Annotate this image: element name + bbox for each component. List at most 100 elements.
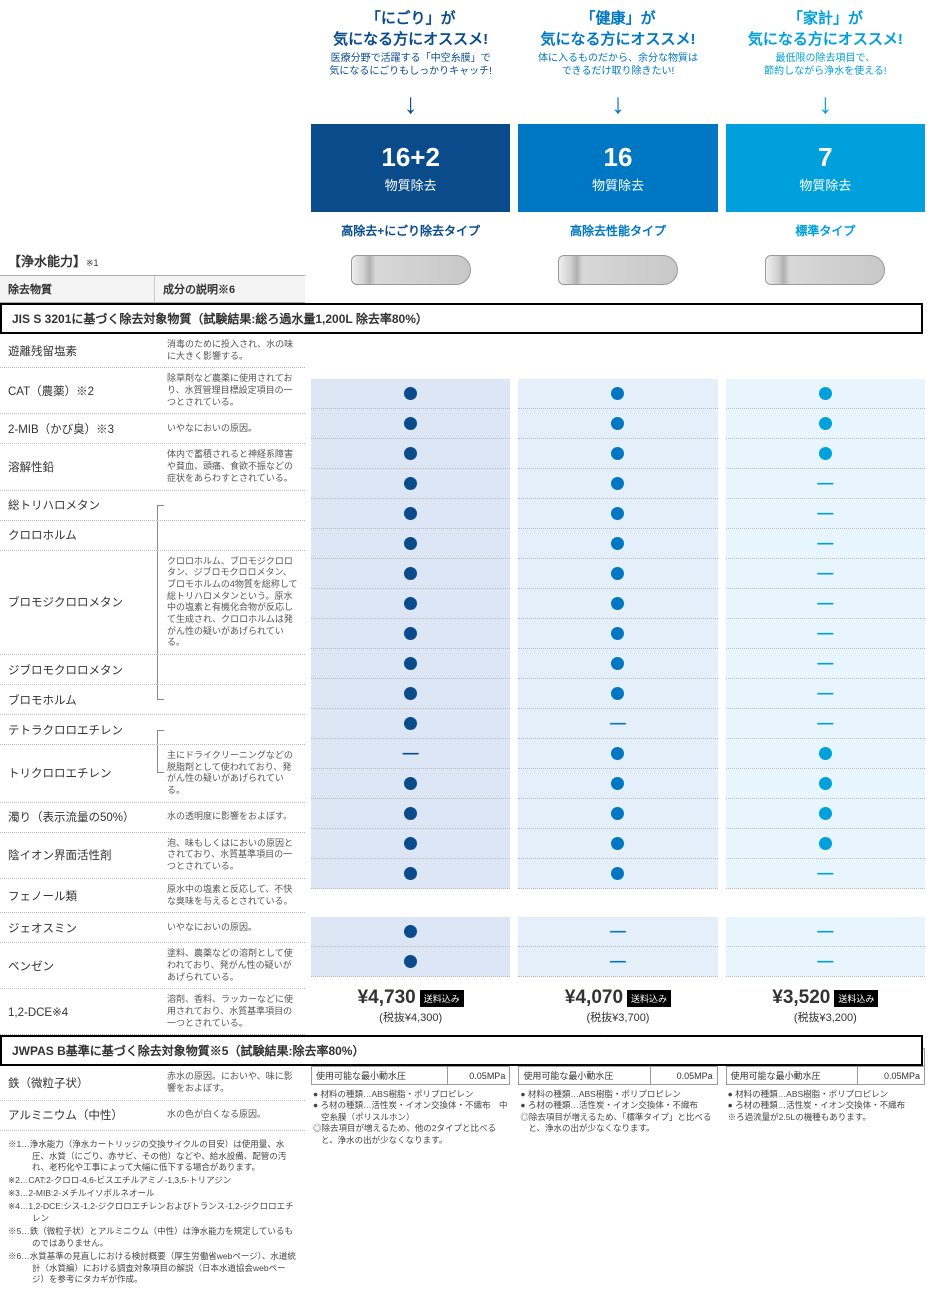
substance-count-label: 物質除去 bbox=[732, 175, 919, 194]
rec-subtitle: 体に入るものだから、余分な物質はできるだけ取り除きたい! bbox=[522, 52, 713, 78]
mark-cell bbox=[518, 769, 717, 799]
price-block: ¥4,730送料込み (税抜¥4,300) bbox=[311, 977, 510, 1031]
check-dot-icon bbox=[404, 807, 417, 820]
mark-cell: — bbox=[726, 709, 925, 739]
ability-note: ※1 bbox=[86, 258, 99, 268]
substance-row: ブロモジクロロメタン クロロホルム、ブロモジクロロタン、ジブロモクロロメタン、ブ… bbox=[0, 551, 305, 656]
substance-name: 濁り（表示流量の50%） bbox=[0, 803, 155, 832]
mark-cell bbox=[518, 859, 717, 889]
substance-description: 体内で蓄積されると神経系障害や貧血、頭痛、食欲不振などの症状をあらわすとされてい… bbox=[155, 444, 305, 489]
mark-cell bbox=[518, 469, 717, 499]
mark-cell bbox=[311, 439, 510, 469]
dash-icon: — bbox=[817, 953, 833, 971]
substance-row: 2-MIB（かび臭）※3 いやなにおいの原因。 bbox=[0, 414, 305, 444]
mark-cell bbox=[311, 917, 510, 947]
dash-icon: — bbox=[817, 505, 833, 523]
mark-cell bbox=[311, 379, 510, 409]
dash-icon: — bbox=[817, 923, 833, 941]
check-dot-icon bbox=[611, 507, 624, 520]
down-arrow-icon: ↓ bbox=[726, 84, 925, 124]
footnote-item: ※2…CAT:2-クロロ-4,6-ビスエチルアミノ-1,3,5-トリアジン bbox=[8, 1175, 297, 1187]
check-dot-icon bbox=[404, 687, 417, 700]
substance-name: CAT（農薬）※2 bbox=[0, 368, 155, 413]
col-substance: 除去物質 bbox=[0, 276, 155, 302]
mark-cell: — bbox=[311, 739, 510, 769]
ability-title: 【浄水能力】 bbox=[8, 254, 86, 275]
rec-subtitle: 最低限の除去項目で、節約しながら浄水を使える! bbox=[730, 52, 921, 78]
check-dot-icon bbox=[404, 477, 417, 490]
filter-image bbox=[311, 245, 510, 295]
substance-name: テトラクロロエチレン bbox=[0, 715, 155, 744]
check-dot-icon bbox=[611, 447, 624, 460]
substance-row: トリクロロエチレン 主にドライクリーニングなどの脱脂剤として使われており、発がん… bbox=[0, 745, 305, 803]
dash-icon: — bbox=[817, 565, 833, 583]
mark-cell bbox=[311, 769, 510, 799]
dash-icon: — bbox=[817, 595, 833, 613]
mark-cell bbox=[518, 529, 717, 559]
mark-cell bbox=[518, 379, 717, 409]
footnote-item: ※1…浄水能力（浄水カートリッジの交換サイクルの目安）は使用量、水圧、水質（にご… bbox=[8, 1139, 297, 1175]
check-dot-icon bbox=[611, 567, 624, 580]
check-dot-icon bbox=[404, 507, 417, 520]
mark-cell bbox=[311, 409, 510, 439]
mark-cell bbox=[518, 589, 717, 619]
check-dot-icon bbox=[611, 387, 624, 400]
footnote-item: ※4…1,2-DCE:シス-1,2-ジクロロエチレンおよびトランス-1,2-ジク… bbox=[8, 1201, 297, 1225]
mark-cell bbox=[518, 619, 717, 649]
substance-description: 泡、味もしくはにおいの原因とされており、水質基準項目の一つとされている。 bbox=[155, 833, 305, 878]
dash-icon: — bbox=[817, 865, 833, 883]
dash-icon: — bbox=[817, 625, 833, 643]
substance-name: 遊離残留塩素 bbox=[0, 334, 155, 367]
substance-row: ベンゼン 塗料、農薬などの溶剤として使われており、発がん性の疑いがあげられている… bbox=[0, 943, 305, 989]
spec-pressure-value: 0.05MPa bbox=[858, 1067, 925, 1085]
footnote-item: ※6…水質基準の見直しにおける検討概要（厚生労働省webページ）、水道統計（水質… bbox=[8, 1251, 297, 1287]
mark-cell bbox=[726, 439, 925, 469]
spec-pressure-label: 使用可能な最小動水圧 bbox=[726, 1067, 857, 1085]
mark-cell: — bbox=[726, 589, 925, 619]
check-dot-icon bbox=[404, 955, 417, 968]
spec-notes: ● 材料の種類…ABS樹脂・ポリプロピレン● ろ材の種類…活性炭・イオン交換体・… bbox=[518, 1085, 717, 1115]
dash-icon: — bbox=[403, 745, 419, 763]
check-dot-icon bbox=[404, 777, 417, 790]
col-description: 成分の説明※6 bbox=[155, 276, 305, 302]
substance-description bbox=[155, 715, 305, 744]
check-dot-icon bbox=[611, 807, 624, 820]
spec-pressure-label: 使用可能な最小動水圧 bbox=[519, 1067, 650, 1085]
filter-type-label: 標準タイプ bbox=[726, 212, 925, 245]
check-dot-icon bbox=[819, 777, 832, 790]
mark-cell bbox=[726, 829, 925, 859]
price-excl-tax: (税抜¥3,700) bbox=[522, 1009, 713, 1025]
price: ¥4,070 bbox=[565, 987, 623, 1009]
check-dot-icon bbox=[611, 477, 624, 490]
substance-name: ジブロモクロロメタン bbox=[0, 655, 155, 684]
spec-note-item: ● 材料の種類…ABS樹脂・ポリプロピレン bbox=[313, 1089, 508, 1100]
substance-count-box: 16 物質除去 bbox=[518, 124, 717, 212]
mark-cell: — bbox=[726, 859, 925, 889]
substance-description: 除草剤など農薬に使用されており、水質管理目標設定項目の一つとされている。 bbox=[155, 368, 305, 413]
check-dot-icon bbox=[819, 807, 832, 820]
check-dot-icon bbox=[611, 747, 624, 760]
check-dot-icon bbox=[611, 627, 624, 640]
down-arrow-icon: ↓ bbox=[311, 84, 510, 124]
substance-name: 鉄（微粒子状） bbox=[0, 1066, 155, 1099]
spec-note-item: ● 材料の種類…ABS樹脂・ポリプロピレン bbox=[520, 1089, 715, 1100]
spec-note-item: ● ろ材の種類…活性炭・イオン交換体・不織布 bbox=[520, 1100, 715, 1111]
spec-note-item: ◎除去項目が増えるため、他の2タイプと比べると、浄水の出が少なくなります。 bbox=[313, 1123, 508, 1146]
rec-title: 「にごり」が気になる方にオススメ! bbox=[315, 8, 506, 50]
rec-title: 「家計」が気になる方にオススメ! bbox=[730, 8, 921, 50]
substance-count: 16 bbox=[524, 142, 711, 173]
substance-row: 遊離残留塩素 消毒のために投入され、水の味に大きく影響する。 bbox=[0, 334, 305, 368]
mark-cell bbox=[518, 439, 717, 469]
check-dot-icon bbox=[611, 777, 624, 790]
check-dot-icon bbox=[819, 417, 832, 430]
price: ¥3,520 bbox=[772, 987, 830, 1009]
spec-notes: ● 材料の種類…ABS樹脂・ポリプロピレン● ろ材の種類…活性炭・イオン交換体・… bbox=[311, 1085, 510, 1115]
spec-note-item: ● 材料の種類…ABS樹脂・ポリプロピレン bbox=[728, 1089, 923, 1100]
mark-cell: — bbox=[726, 947, 925, 977]
substance-count: 7 bbox=[732, 142, 919, 173]
recommendation-header: 「家計」が気になる方にオススメ! 最低限の除去項目で、節約しながら浄水を使える! bbox=[726, 0, 925, 84]
check-dot-icon bbox=[404, 537, 417, 550]
check-dot-icon bbox=[611, 867, 624, 880]
footnotes: ※1…浄水能力（浄水カートリッジの交換サイクルの目安）は使用量、水圧、水質（にご… bbox=[0, 1131, 305, 1295]
filter-image bbox=[726, 245, 925, 295]
